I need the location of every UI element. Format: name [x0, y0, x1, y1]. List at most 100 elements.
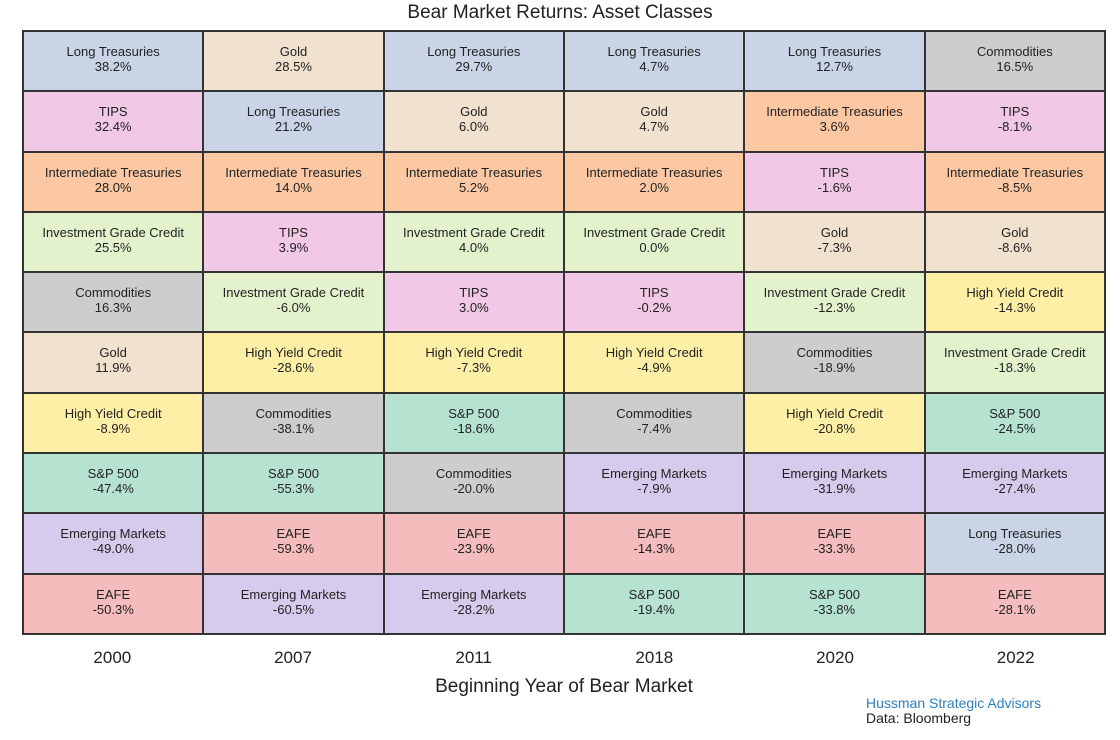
return-value: 32.4%	[94, 119, 132, 135]
chart-title: Bear Market Returns: Asset Classes	[407, 2, 713, 23]
return-value: 11.9%	[95, 360, 132, 376]
table-cell-2011-investment-grade-credit: Investment Grade Credit 4.0%	[383, 211, 564, 273]
asset-name: Investment Grade Credit	[42, 224, 184, 240]
return-value: -55.3%	[272, 481, 315, 497]
return-value: 4.7%	[639, 59, 669, 74]
table-cell-2000-tips: TIPS 32.4%	[23, 91, 204, 152]
table-cell-2020-commodities: Commodities -18.9%	[744, 332, 925, 393]
return-value: -8.6%	[997, 239, 1032, 255]
asset-name: Investment Grade Credit	[403, 224, 545, 240]
asset-name: EAFE	[997, 586, 1032, 602]
table-cell-2011-intermediate-treasuries: Intermediate Treasuries 5.2%	[383, 151, 564, 212]
table-cell-2007-high-yield-credit: High Yield Credit -28.6%	[203, 332, 384, 393]
return-value: -19.4%	[633, 601, 675, 617]
return-value: -60.5%	[272, 601, 315, 617]
return-value: 28.0%	[94, 179, 132, 195]
asset-name: Emerging Markets	[60, 526, 166, 542]
asset-name: Commodities	[255, 405, 332, 421]
table-cell-2020-eafe: EAFE -33.3%	[744, 513, 925, 574]
asset-name: High Yield Credit	[64, 405, 162, 421]
asset-name: TIPS	[459, 285, 489, 301]
asset-name: Emerging Markets	[962, 466, 1068, 482]
table-cell-2007-sandp-500: S&P 500 -55.3%	[203, 453, 384, 514]
asset-name: S&P 500	[628, 586, 680, 602]
asset-name: Gold	[640, 104, 668, 120]
asset-name: Intermediate Treasuries	[946, 164, 1084, 180]
asset-name: Commodities	[616, 405, 693, 421]
credit-org: Hussman Strategic Advisors	[866, 695, 1042, 711]
return-value: -50.3%	[92, 601, 134, 617]
table-cell-2000-gold: Gold 11.9%	[23, 332, 204, 393]
asset-name: Commodities	[796, 345, 873, 361]
table-cell-2018-eafe: EAFE -14.3%	[563, 513, 745, 574]
return-value: -14.3%	[994, 300, 1036, 316]
return-value: -14.3%	[633, 541, 675, 557]
asset-name: Commodities	[75, 285, 152, 301]
asset-name: Emerging Markets	[421, 586, 527, 602]
table-cell-2007-intermediate-treasuries: Intermediate Treasuries 14.0%	[203, 151, 384, 212]
table-cell-2007-emerging-markets: Emerging Markets -60.5%	[203, 573, 384, 634]
table-cell-2011-long-treasuries: Long Treasuries 29.7%	[383, 31, 564, 92]
return-value: -8.5%	[997, 179, 1032, 195]
table-cell-2011-gold: Gold 6.0%	[383, 91, 564, 152]
table-cell-2000-high-yield-credit: High Yield Credit -8.9%	[23, 392, 204, 454]
return-value: -18.9%	[813, 360, 856, 376]
return-value: 3.6%	[819, 119, 850, 135]
year-label-2018: 2018	[635, 648, 674, 667]
table-cell-2022-high-yield-credit: High Yield Credit -14.3%	[924, 272, 1105, 333]
asset-name: High Yield Credit	[966, 285, 1064, 301]
asset-name: Emerging Markets	[240, 586, 347, 602]
return-value: -7.3%	[456, 360, 491, 376]
x-axis-label: Beginning Year of Bear Market	[435, 676, 693, 697]
asset-name: High Yield Credit	[425, 345, 523, 361]
table-cell-2011-commodities: Commodities -20.0%	[383, 453, 564, 514]
return-value: -33.8%	[813, 601, 856, 617]
return-value: -0.2%	[637, 300, 672, 316]
table-cell-2000-long-treasuries: Long Treasuries 38.2%	[23, 31, 204, 92]
return-value: -23.9%	[453, 541, 495, 557]
table-cell-2007-long-treasuries: Long Treasuries 21.2%	[203, 91, 384, 152]
table-cell-2020-high-yield-credit: High Yield Credit -20.8%	[744, 392, 925, 454]
table-cell-2007-investment-grade-credit: Investment Grade Credit -6.0%	[203, 272, 384, 333]
table-cell-2011-sandp-500: S&P 500 -18.6%	[383, 392, 564, 454]
table-cell-2018-investment-grade-credit: Investment Grade Credit 0.0%	[563, 211, 745, 273]
return-value: -6.0%	[276, 300, 311, 316]
asset-name: Long Treasuries	[66, 44, 160, 59]
asset-name: EAFE	[96, 586, 131, 602]
return-value: -7.4%	[637, 420, 672, 436]
table-cell-2022-eafe: EAFE -28.1%	[924, 573, 1105, 634]
asset-name: Intermediate Treasuries	[405, 164, 543, 180]
table-cell-2000-investment-grade-credit: Investment Grade Credit 25.5%	[23, 211, 204, 273]
table-cell-2018-intermediate-treasuries: Intermediate Treasuries 2.0%	[563, 151, 745, 212]
return-value: -1.6%	[817, 179, 852, 195]
return-value: -33.3%	[813, 541, 856, 557]
return-value: -12.3%	[813, 300, 856, 316]
return-value: -20.0%	[453, 481, 495, 497]
asset-name: Intermediate Treasuries	[766, 104, 903, 120]
table-cell-2000-sandp-500: S&P 500 -47.4%	[23, 453, 204, 514]
table-cell-2022-intermediate-treasuries: Intermediate Treasuries -8.5%	[924, 151, 1105, 212]
return-value: -59.3%	[272, 541, 315, 557]
table-cell-2000-commodities: Commodities 16.3%	[23, 272, 204, 333]
table-cell-2022-commodities: Commodities 16.5%	[924, 31, 1105, 92]
asset-name: Emerging Markets	[601, 466, 707, 482]
asset-name: Intermediate Treasuries	[225, 164, 362, 180]
asset-name: Intermediate Treasuries	[44, 164, 182, 180]
asset-name: Gold	[99, 345, 127, 361]
returns-table: Long Treasuries 38.2% TIPS 32.4% Intermediat…	[22, 30, 1106, 635]
return-value: -7.9%	[637, 481, 672, 497]
asset-name: Commodities	[435, 466, 512, 482]
table-cell-2022-sandp-500: S&P 500 -24.5%	[924, 392, 1105, 454]
asset-name: S&P 500	[808, 586, 861, 602]
table-cell-2000-emerging-markets: Emerging Markets -49.0%	[23, 513, 204, 574]
table-cell-2020-tips: TIPS -1.6%	[744, 151, 925, 212]
return-value: -27.4%	[994, 481, 1036, 497]
table-cell-2018-commodities: Commodities -7.4%	[563, 392, 745, 454]
asset-name: S&P 500	[448, 405, 500, 421]
return-value: 4.0%	[459, 239, 489, 255]
table-cell-2022-emerging-markets: Emerging Markets -27.4%	[924, 453, 1105, 514]
return-value: 3.9%	[278, 239, 309, 255]
asset-name: TIPS	[820, 164, 849, 180]
asset-name: EAFE	[637, 526, 672, 542]
return-value: -8.9%	[96, 420, 131, 436]
